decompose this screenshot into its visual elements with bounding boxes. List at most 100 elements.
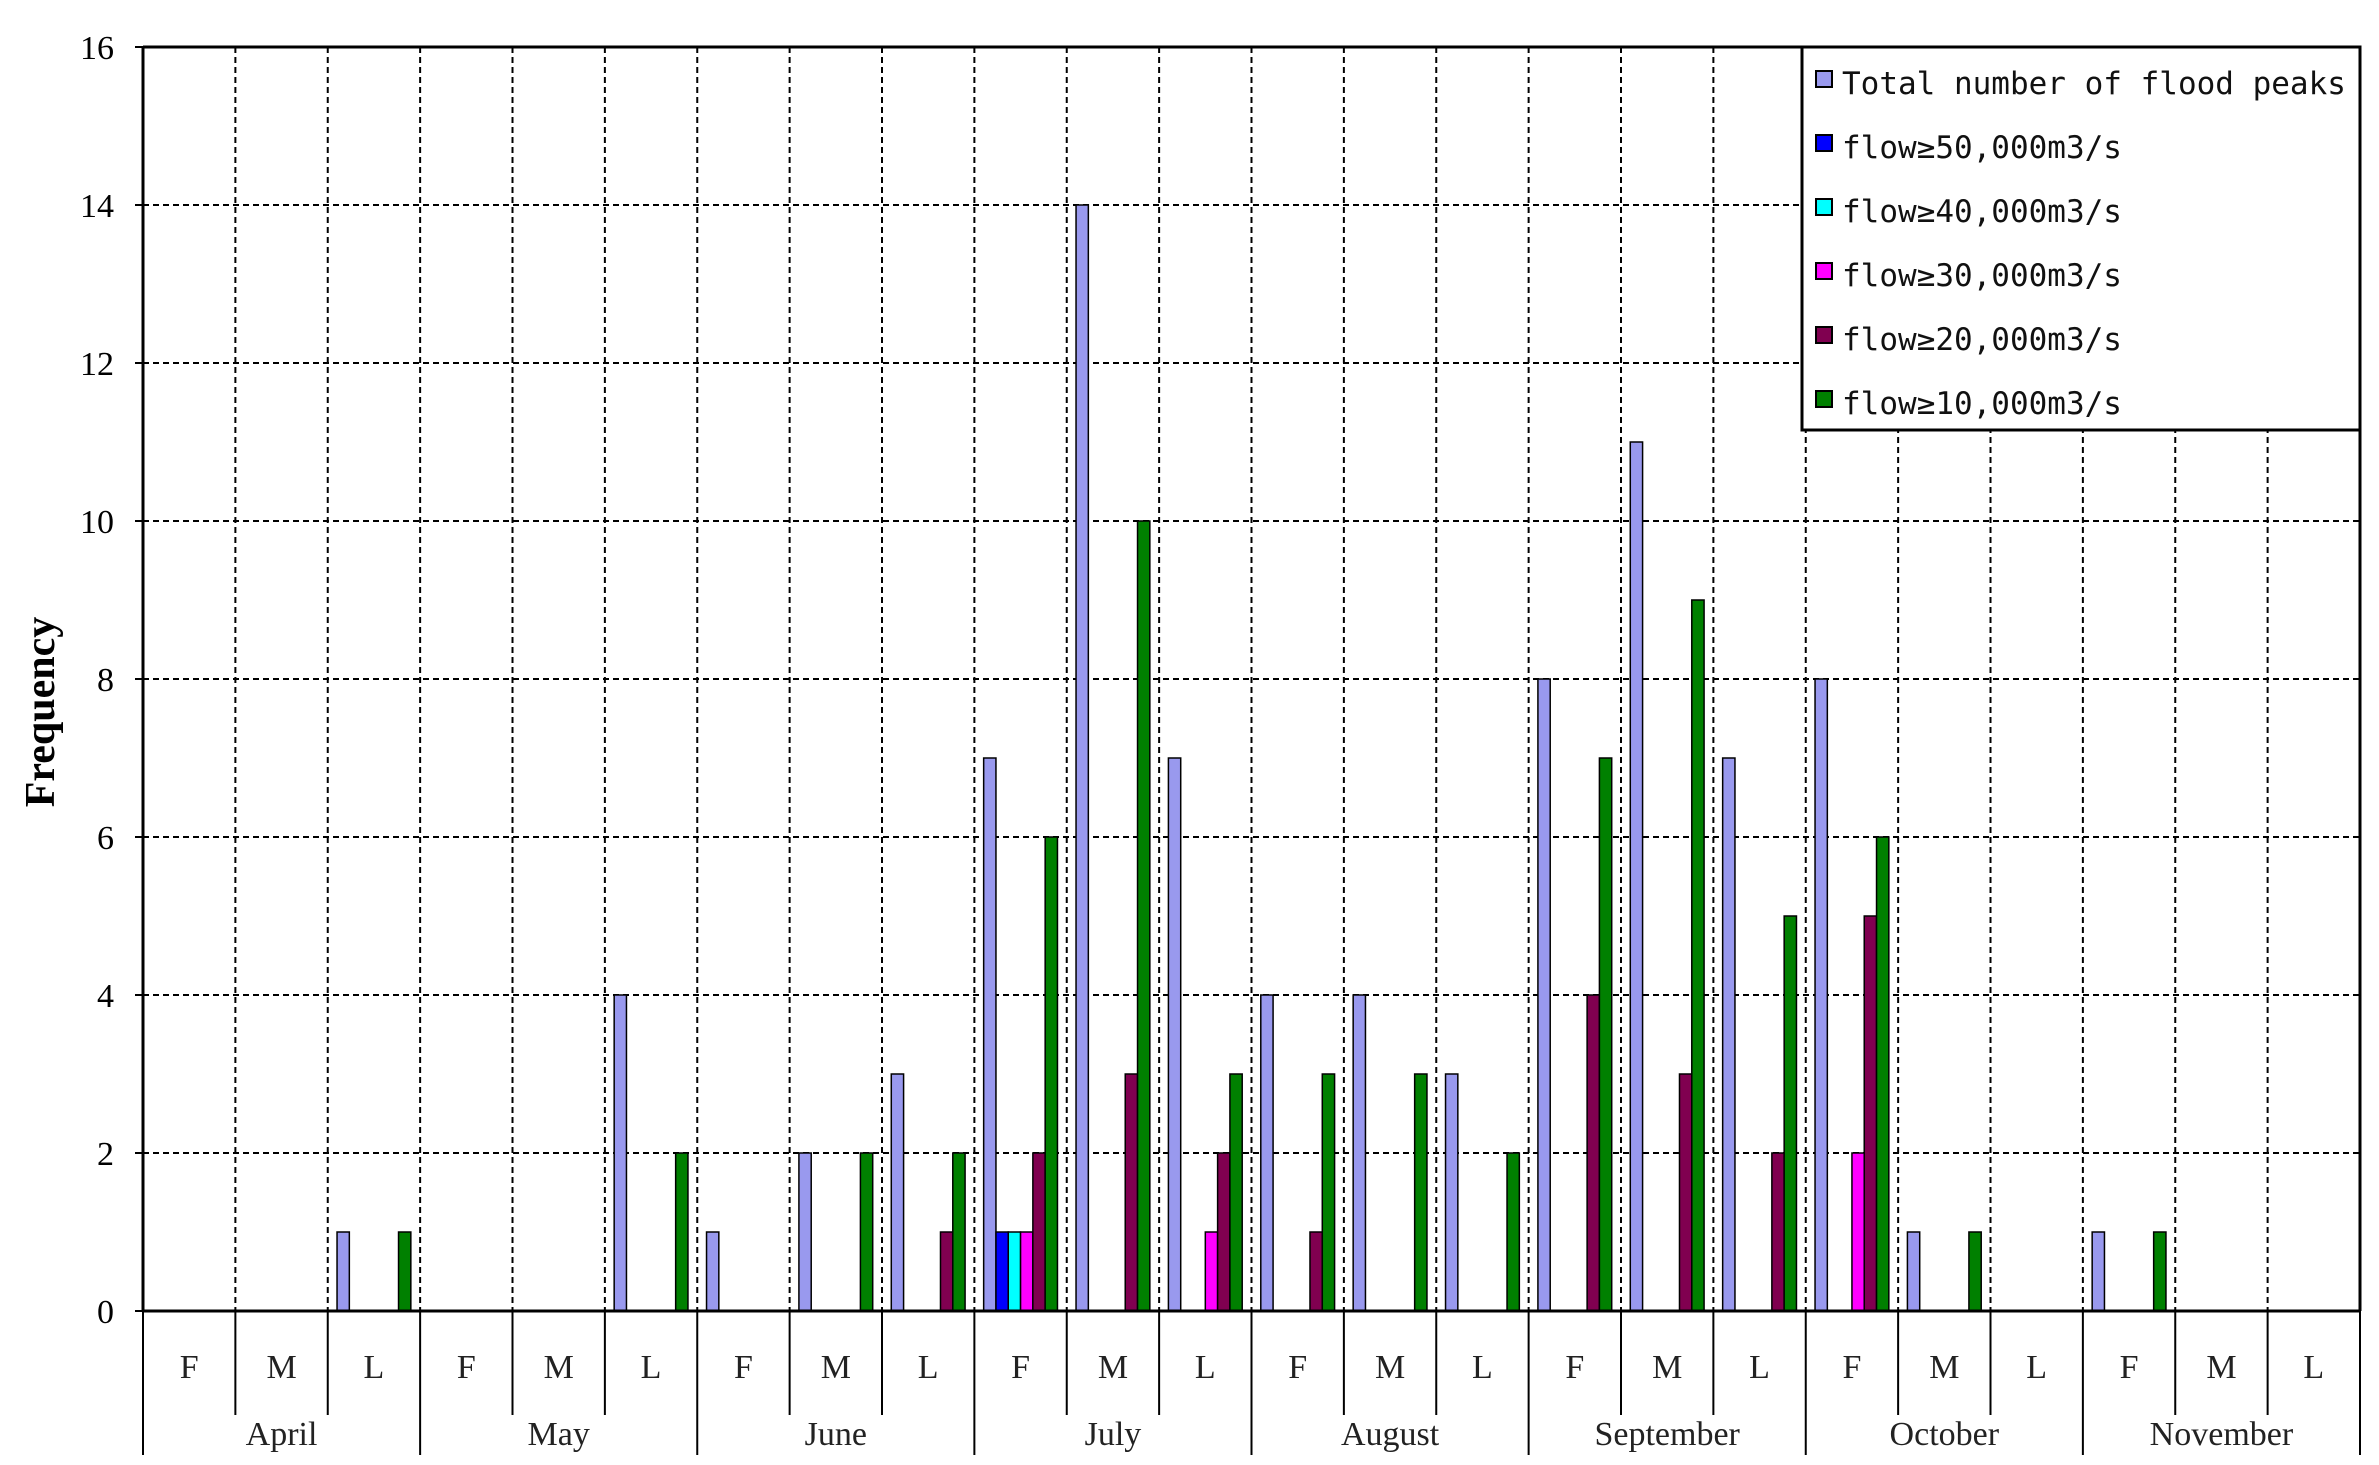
period-label: M xyxy=(1652,1349,1682,1386)
bar xyxy=(1032,1152,1046,1312)
period-label: L xyxy=(1472,1349,1493,1386)
bar xyxy=(2091,1231,2106,1312)
legend-swatch xyxy=(1815,198,1833,216)
period-label: M xyxy=(2206,1349,2236,1386)
bar xyxy=(1229,1073,1243,1312)
grid-lines xyxy=(143,46,2360,1311)
legend-entry: flow≥50,000m3/s xyxy=(1842,130,2122,166)
period-label: L xyxy=(2026,1349,2047,1386)
bar xyxy=(952,1152,966,1312)
bar xyxy=(1444,1073,1459,1312)
period-label: F xyxy=(1011,1349,1030,1386)
bar xyxy=(1075,204,1090,1312)
bar xyxy=(705,1231,720,1312)
period-label: M xyxy=(266,1349,296,1386)
legend: Total number of flood peaks flow≥50,000m3… xyxy=(1800,45,2362,432)
legend-swatch xyxy=(1815,390,1833,408)
bar xyxy=(1506,1152,1521,1312)
month-label: July xyxy=(1085,1416,1142,1453)
bar xyxy=(1204,1231,1219,1312)
bar xyxy=(1537,678,1551,1312)
legend-swatch xyxy=(1815,134,1833,152)
month-label: October xyxy=(1890,1416,2000,1453)
legend-box xyxy=(1800,45,2362,432)
month-label: May xyxy=(528,1416,590,1453)
period-label: L xyxy=(918,1349,939,1386)
period-label: M xyxy=(1098,1349,1128,1386)
y-tick-label: 6 xyxy=(97,820,114,857)
bar xyxy=(859,1152,874,1312)
bar xyxy=(1771,1152,1785,1312)
bar xyxy=(1007,1231,1022,1312)
period-label: L xyxy=(1195,1349,1216,1386)
period-label: F xyxy=(457,1349,476,1386)
bar xyxy=(1352,994,1367,1312)
bars xyxy=(336,204,2167,1312)
y-tick-label: 0 xyxy=(97,1294,114,1331)
bar xyxy=(674,1152,689,1312)
period-label: L xyxy=(2303,1349,2324,1386)
y-tick-label: 12 xyxy=(80,346,114,383)
legend-entry: flow≥30,000m3/s xyxy=(1842,258,2122,294)
bar xyxy=(1124,1073,1139,1312)
bar xyxy=(1260,994,1274,1312)
bar xyxy=(1216,1152,1231,1312)
bar xyxy=(1906,1231,1921,1312)
bar xyxy=(798,1152,812,1312)
period-label: L xyxy=(1749,1349,1770,1386)
period-label: F xyxy=(2120,1349,2139,1386)
period-label: M xyxy=(544,1349,574,1386)
legend-swatch xyxy=(1815,326,1833,344)
period-label: M xyxy=(821,1349,851,1386)
period-label: F xyxy=(1842,1349,1861,1386)
legend-entry: flow≥10,000m3/s xyxy=(1842,386,2122,422)
y-tick-label: 10 xyxy=(80,504,114,541)
bar xyxy=(1629,441,1644,1312)
bar xyxy=(890,1073,905,1312)
y-tick-label: 4 xyxy=(97,978,114,1015)
bar xyxy=(1309,1231,1324,1312)
bar xyxy=(1691,599,1705,1312)
bar xyxy=(1968,1231,1982,1312)
legend-entry: Total number of flood peaks xyxy=(1842,66,2346,102)
bar xyxy=(397,1231,412,1312)
y-tick-label: 14 xyxy=(80,188,114,225)
bar xyxy=(1598,757,1613,1312)
period-label: F xyxy=(1565,1349,1584,1386)
month-label: June xyxy=(805,1416,867,1453)
y-tick-labels: 0 2 4 6 8 10 12 14 16 xyxy=(80,30,114,1331)
legend-swatch xyxy=(1815,70,1833,88)
legend-swatch xyxy=(1815,262,1833,280)
bar xyxy=(1814,678,1829,1312)
y-axis-label: Frequency xyxy=(18,617,64,808)
bar xyxy=(1413,1073,1428,1312)
bar xyxy=(1863,915,1878,1312)
bar xyxy=(995,1231,1010,1312)
bar xyxy=(939,1231,954,1312)
y-tick-label: 16 xyxy=(80,30,114,67)
bar xyxy=(1044,836,1059,1312)
period-label: M xyxy=(1929,1349,1959,1386)
period-label: M xyxy=(1375,1349,1405,1386)
bar xyxy=(613,994,628,1312)
month-label: September xyxy=(1594,1416,1740,1453)
bar xyxy=(1167,757,1182,1312)
y-tick-label: 8 xyxy=(97,662,114,699)
bar xyxy=(1721,757,1736,1312)
month-label: August xyxy=(1341,1416,1440,1453)
bar xyxy=(1678,1073,1693,1312)
bar xyxy=(1586,994,1601,1312)
month-label: November xyxy=(2150,1416,2294,1453)
bar xyxy=(2152,1231,2167,1312)
legend-entry: flow≥40,000m3/s xyxy=(1842,194,2122,230)
bar xyxy=(1851,1152,1865,1312)
bar xyxy=(1019,1231,1034,1312)
period-label: L xyxy=(641,1349,662,1386)
period-label: F xyxy=(734,1349,753,1386)
period-label: F xyxy=(1288,1349,1307,1386)
x-category-labels: F M L F M L F M L F M L F M L F M L F M L F M L April May June July… xyxy=(142,1311,2361,1455)
period-label: L xyxy=(364,1349,385,1386)
bar xyxy=(982,757,997,1312)
bar xyxy=(1136,520,1151,1312)
